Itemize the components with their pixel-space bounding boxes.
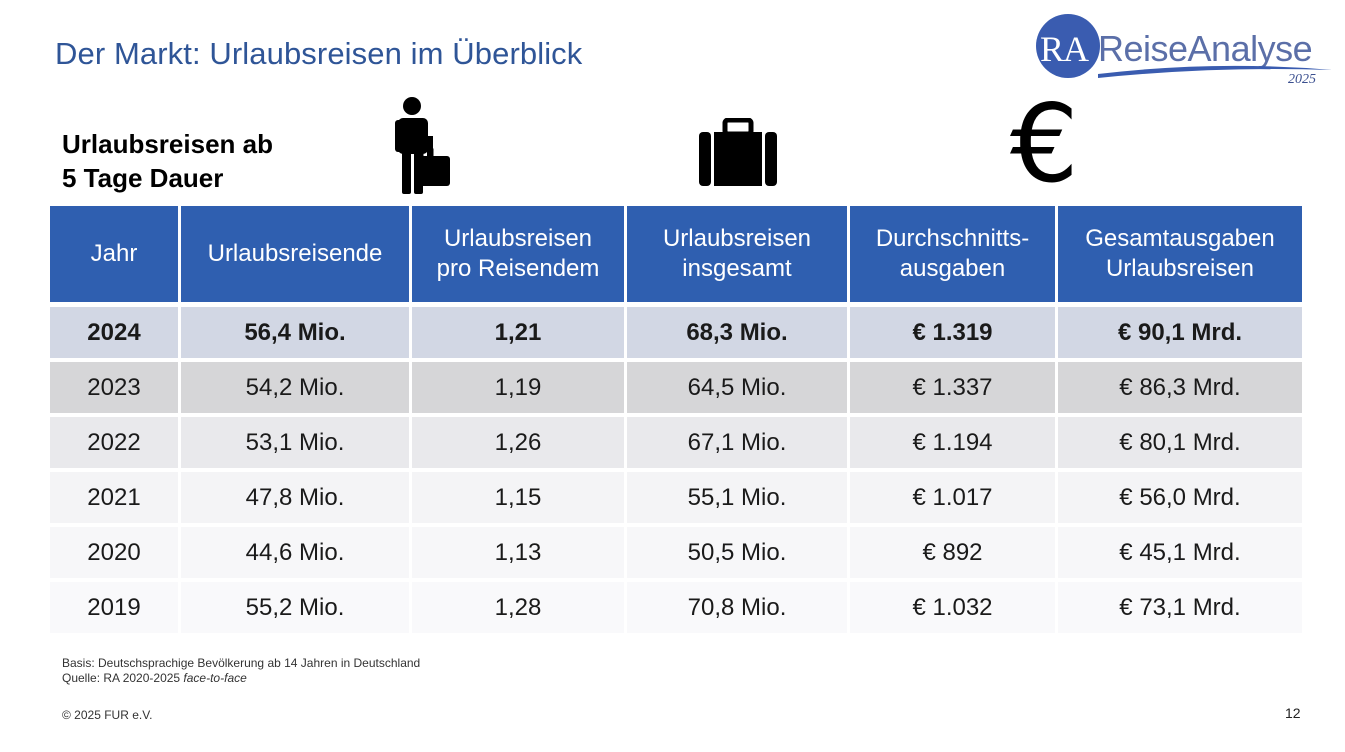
cell-travelers: 56,4 Mio. xyxy=(181,307,409,358)
table-header-row: Jahr Urlaubsreisende Urlaubsreisen pro Re… xyxy=(50,206,1302,302)
footnote-source: Quelle: RA 2020-2025 face-to-face xyxy=(62,671,420,686)
logo-swoosh xyxy=(1098,65,1332,78)
header-line: insgesamt xyxy=(682,255,792,282)
traveler-with-suitcase-icon xyxy=(395,97,450,194)
header-gesamtausgaben: Gesamtausgaben Urlaubsreisen xyxy=(1058,206,1302,302)
cell-total-spending: € 90,1 Mrd. xyxy=(1058,307,1302,358)
cell-year: 2019 xyxy=(50,582,178,633)
table-row: 2021 47,8 Mio. 1,15 55,1 Mio. € 1.017 € … xyxy=(50,472,1302,523)
cell-trips-per-traveler: 1,19 xyxy=(412,362,624,413)
cell-avg-spending: € 892 xyxy=(850,527,1055,578)
subtitle-line-1: Urlaubsreisen ab xyxy=(62,129,273,159)
copyright: © 2025 FUR e.V. xyxy=(62,708,153,722)
cell-trips-total: 55,1 Mio. xyxy=(627,472,847,523)
cell-year: 2022 xyxy=(50,417,178,468)
cell-avg-spending: € 1.319 xyxy=(850,307,1055,358)
cell-travelers: 54,2 Mio. xyxy=(181,362,409,413)
cell-trips-total: 64,5 Mio. xyxy=(627,362,847,413)
header-pro-reisendem: Urlaubsreisen pro Reisendem xyxy=(412,206,624,302)
header-urlaubsreisende: Urlaubsreisende xyxy=(181,206,409,302)
cell-year: 2024 xyxy=(50,307,178,358)
table-row: 2020 44,6 Mio. 1,13 50,5 Mio. € 892 € 45… xyxy=(50,527,1302,578)
table-row: 2022 53,1 Mio. 1,26 67,1 Mio. € 1.194 € … xyxy=(50,417,1302,468)
cell-trips-total: 68,3 Mio. xyxy=(627,307,847,358)
subtitle-line-2: 5 Tage Dauer xyxy=(62,163,224,193)
header-line: Urlaubsreisen xyxy=(662,225,812,252)
slide-title: Der Markt: Urlaubsreisen im Überblick xyxy=(55,36,583,71)
cell-trips-total: 70,8 Mio. xyxy=(627,582,847,633)
page-number: 12 xyxy=(1285,705,1301,721)
footnote: Basis: Deutschsprachige Bevölkerung ab 1… xyxy=(62,656,420,686)
header-durchschnittsausgaben: Durchschnitts-ausgaben xyxy=(850,206,1055,302)
header-line: pro Reisendem xyxy=(436,255,600,282)
cell-avg-spending: € 1.337 xyxy=(850,362,1055,413)
cell-total-spending: € 80,1 Mrd. xyxy=(1058,417,1302,468)
cell-avg-spending: € 1.194 xyxy=(850,417,1055,468)
header-line: Gesamtausgaben xyxy=(1085,225,1275,252)
table-row: 2023 54,2 Mio. 1,19 64,5 Mio. € 1.337 € … xyxy=(50,362,1302,413)
header-line: Durchschnitts- xyxy=(875,225,1030,252)
cell-year: 2023 xyxy=(50,362,178,413)
header-line: Urlaubsreisen xyxy=(1105,255,1255,282)
cell-travelers: 47,8 Mio. xyxy=(181,472,409,523)
reiseanalyse-logo: RA ReiseAnalyse 2025 xyxy=(1036,14,1336,94)
header-jahr-text: Jahr xyxy=(90,240,138,267)
cell-trips-per-traveler: 1,13 xyxy=(412,527,624,578)
cell-total-spending: € 86,3 Mrd. xyxy=(1058,362,1302,413)
logo-abbr: RA xyxy=(1040,29,1089,69)
cell-total-spending: € 45,1 Mrd. xyxy=(1058,527,1302,578)
cell-trips-per-traveler: 1,28 xyxy=(412,582,624,633)
header-line: Urlaubsreisen xyxy=(443,225,593,252)
cell-trips-per-traveler: 1,21 xyxy=(412,307,624,358)
euro-icon: € xyxy=(1010,82,1079,207)
logo-year: 2025 xyxy=(1288,72,1316,87)
cell-avg-spending: € 1.032 xyxy=(850,582,1055,633)
travel-statistics-table: Jahr Urlaubsreisende Urlaubsreisen pro Re… xyxy=(50,206,1302,637)
cell-trips-per-traveler: 1,15 xyxy=(412,472,624,523)
cell-total-spending: € 73,1 Mrd. xyxy=(1058,582,1302,633)
cell-year: 2021 xyxy=(50,472,178,523)
cell-year: 2020 xyxy=(50,527,178,578)
table-subtitle: Urlaubsreisen ab 5 Tage Dauer xyxy=(62,127,273,195)
cell-trips-per-traveler: 1,26 xyxy=(412,417,624,468)
cell-trips-total: 50,5 Mio. xyxy=(627,527,847,578)
cell-travelers: 44,6 Mio. xyxy=(181,527,409,578)
header-jahr: Jahr xyxy=(50,206,178,302)
cell-total-spending: € 56,0 Mrd. xyxy=(1058,472,1302,523)
footnote-basis: Basis: Deutschsprachige Bevölkerung ab 1… xyxy=(62,656,421,670)
header-line: ausgaben xyxy=(899,255,1006,282)
header-urlaubsreisende-text: Urlaubsreisende xyxy=(207,240,383,267)
footnote-source-prefix: Quelle: RA 2020-2025 xyxy=(62,671,184,685)
table-row: 2019 55,2 Mio. 1,28 70,8 Mio. € 1.032 € … xyxy=(50,582,1302,633)
table-row: 2024 56,4 Mio. 1,21 68,3 Mio. € 1.319 € … xyxy=(50,307,1302,358)
header-insgesamt: Urlaubsreisen insgesamt xyxy=(627,206,847,302)
cell-trips-total: 67,1 Mio. xyxy=(627,417,847,468)
cell-avg-spending: € 1.017 xyxy=(850,472,1055,523)
footnote-source-method: face-to-face xyxy=(183,671,247,685)
logo-circle xyxy=(1036,14,1100,78)
suitcase-icon xyxy=(699,118,777,186)
cell-travelers: 53,1 Mio. xyxy=(181,417,409,468)
logo-name: ReiseAnalyse xyxy=(1098,28,1313,69)
cell-travelers: 55,2 Mio. xyxy=(181,582,409,633)
